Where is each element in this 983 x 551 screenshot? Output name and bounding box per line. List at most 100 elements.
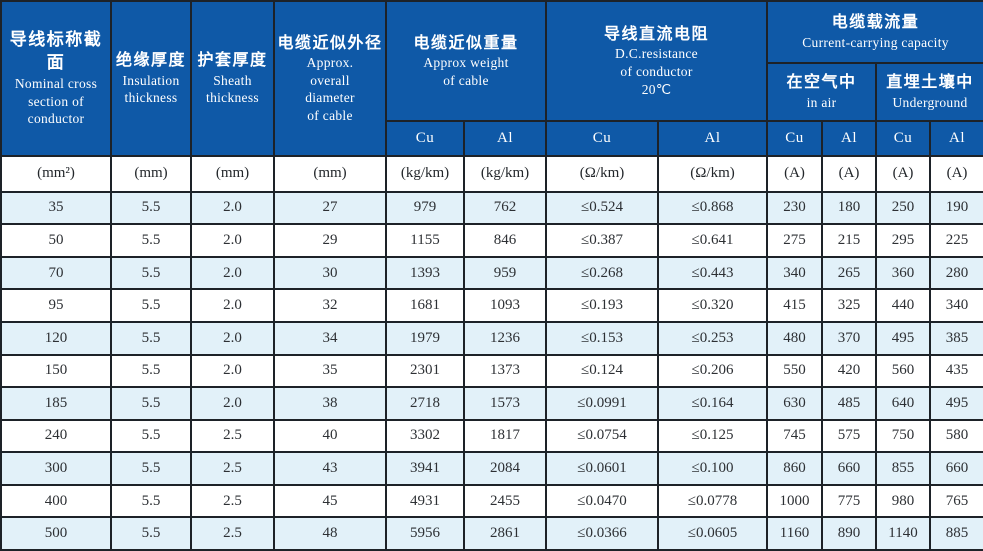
- header-diameter: 电缆近似外径 Approx. overall diameter of cable: [273, 0, 387, 157]
- table-cell: 2.0: [190, 288, 275, 323]
- table-cell: 35: [0, 190, 112, 226]
- table-cell: 855: [875, 451, 932, 486]
- table-cell: 215: [821, 223, 878, 258]
- table-cell: 340: [929, 288, 983, 323]
- table-cell: ≤0.193: [545, 288, 660, 323]
- table-cell: 275: [766, 223, 824, 258]
- table-cell: 5956: [385, 516, 465, 551]
- table-cell: 150: [0, 353, 112, 389]
- table-cell: 70: [0, 255, 112, 291]
- unit-cell: (A): [929, 155, 983, 193]
- table-cell: ≤0.0366: [545, 516, 660, 551]
- table-cell: 40: [273, 418, 387, 454]
- table-cell: 400: [0, 483, 112, 519]
- header-underground-zh: 直埋土壤中: [886, 74, 974, 92]
- table-cell: 48: [273, 516, 387, 551]
- table-cell: 1160: [766, 516, 824, 551]
- table-body: (mm²) (mm) (mm) (mm) (kg/km) (kg/km) (Ω/…: [0, 155, 983, 551]
- unit-cell: (A): [821, 155, 878, 193]
- table-cell: 885: [929, 516, 983, 551]
- table-cell: 5.5: [110, 418, 192, 454]
- table-cell: 1573: [462, 386, 548, 421]
- table-cell: ≤0.268: [545, 255, 660, 291]
- table-cell: 95: [0, 288, 112, 323]
- table-cell: 745: [766, 418, 824, 454]
- table-row: 120 5.5 2.0 34 1979 1236 ≤0.153 ≤0.253 480 370 495…: [0, 320, 983, 356]
- table-cell: 120: [0, 320, 112, 356]
- table-cell: ≤0.124: [545, 353, 660, 389]
- table-cell: 2.5: [190, 483, 275, 519]
- table-cell: ≤0.164: [657, 386, 769, 421]
- table-cell: 385: [929, 320, 983, 356]
- header-resistance-en: D.C.resistance of conductor 20℃: [615, 46, 698, 97]
- table-cell: 420: [821, 353, 878, 389]
- table-cell: ≤0.0754: [545, 418, 660, 454]
- table-cell: 660: [929, 451, 983, 486]
- table-row: 35 5.5 2.0 27 979 762 ≤0.524 ≤0.868 230 180 250 190: [0, 190, 983, 226]
- table-cell: 280: [929, 255, 983, 291]
- table-cell: 560: [875, 353, 932, 389]
- table-cell: 1817: [462, 418, 548, 454]
- header-insulation: 绝缘厚度 Insulation thickness: [110, 0, 192, 157]
- table-cell: 27: [273, 190, 387, 226]
- header-in-air-en: in air: [806, 95, 837, 111]
- table-cell: 640: [875, 386, 932, 421]
- table-cell: 1140: [875, 516, 932, 551]
- table-cell: 1236: [462, 320, 548, 356]
- table-cell: ≤0.443: [657, 255, 769, 291]
- table-cell: 1681: [385, 288, 465, 323]
- header-in-air-zh: 在空气中: [786, 74, 857, 92]
- header-air-cu: Cu: [766, 120, 824, 157]
- table-cell: 43: [273, 451, 387, 486]
- table-cell: 495: [875, 320, 932, 356]
- table-cell: 295: [875, 223, 932, 258]
- table-cell: 29: [273, 223, 387, 258]
- table-cell: 979: [385, 190, 465, 226]
- table-cell: 5.5: [110, 451, 192, 486]
- table-cell: 2.0: [190, 386, 275, 421]
- table-cell: 370: [821, 320, 878, 356]
- table-cell: 5.5: [110, 353, 192, 389]
- header-insulation-en: Insulation thickness: [122, 72, 180, 106]
- table-cell: ≤0.153: [545, 320, 660, 356]
- unit-cell: (A): [766, 155, 824, 193]
- table-cell: 1000: [766, 483, 824, 519]
- table-row: 240 5.5 2.5 40 3302 1817 ≤0.0754 ≤0.125 745 575 75…: [0, 418, 983, 454]
- header-weight-en: Approx weight of cable: [423, 55, 509, 88]
- header-resistance-zh: 导线直流电阻: [604, 25, 710, 43]
- table-cell: 890: [821, 516, 878, 551]
- table-cell: 2.5: [190, 516, 275, 551]
- table-cell: 5.5: [110, 223, 192, 258]
- table-cell: ≤0.125: [657, 418, 769, 454]
- table-cell: ≤0.320: [657, 288, 769, 323]
- header-air-al: Al: [821, 120, 878, 157]
- table-cell: 415: [766, 288, 824, 323]
- table-cell: 360: [875, 255, 932, 291]
- table-cell: 580: [929, 418, 983, 454]
- header-conductor-zh: 导线标称截面: [9, 30, 103, 73]
- table-cell: 550: [766, 353, 824, 389]
- table-row: 150 5.5 2.0 35 2301 1373 ≤0.124 ≤0.206 550 420 560…: [0, 353, 983, 389]
- table-cell: 1393: [385, 255, 465, 291]
- unit-cell: (mm²): [0, 155, 112, 193]
- table-cell: ≤0.0991: [545, 386, 660, 421]
- header-underground-al: Al: [929, 120, 983, 157]
- header-sheath-en: Sheath thickness: [206, 72, 259, 106]
- table-cell: 860: [766, 451, 824, 486]
- table-header: 导线标称截面 Nominal cross section of conducto…: [0, 0, 983, 157]
- table-cell: 50: [0, 223, 112, 258]
- unit-cell: (mm): [273, 155, 387, 193]
- header-weight-al: Al: [462, 120, 548, 157]
- header-conductor-en: Nominal cross section of conductor: [14, 76, 98, 127]
- table-cell: 435: [929, 353, 983, 389]
- table-row: 50 5.5 2.0 29 1155 846 ≤0.387 ≤0.641 275 215 295 22…: [0, 223, 983, 258]
- header-capacity-en: Current-carrying capacity: [802, 35, 949, 51]
- table-cell: 5.5: [110, 516, 192, 551]
- table-cell: ≤0.524: [545, 190, 660, 226]
- header-weight: 电缆近似重量 Approx weight of cable: [384, 0, 548, 122]
- table-cell: 5.5: [110, 255, 192, 291]
- table-cell: 500: [0, 516, 112, 551]
- table-cell: 2455: [462, 483, 548, 519]
- table-cell: 5.5: [110, 190, 192, 226]
